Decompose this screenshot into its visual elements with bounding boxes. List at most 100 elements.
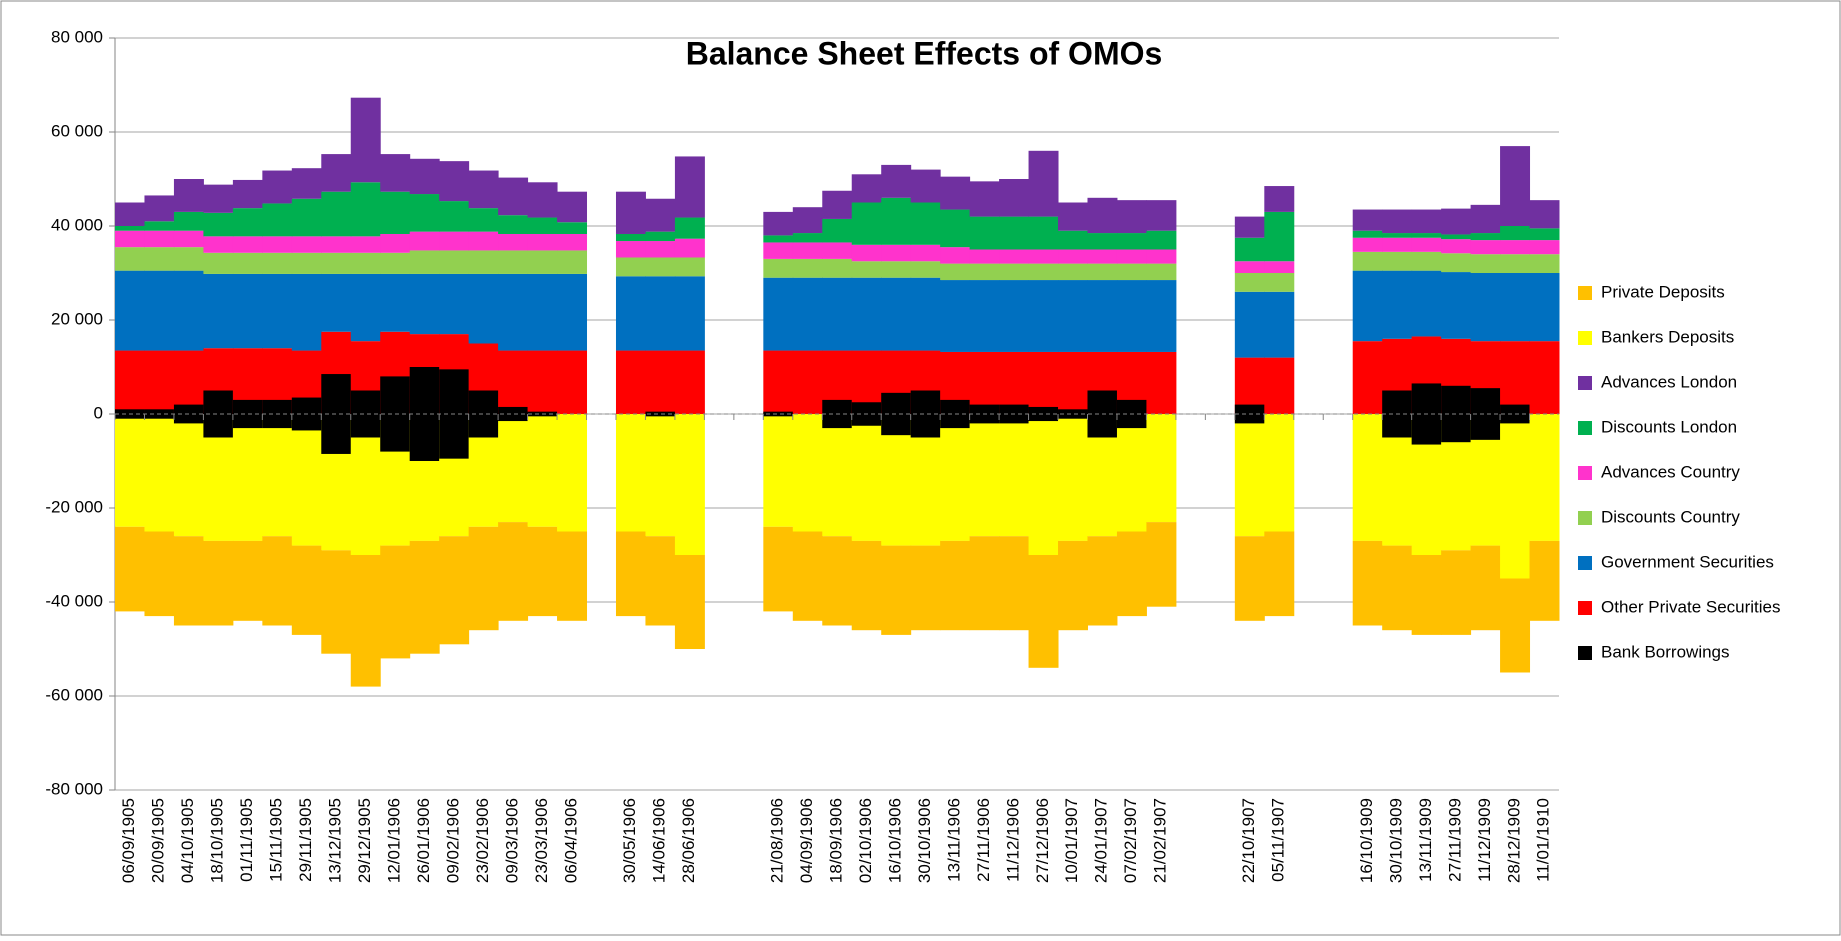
area-segment (1116, 249, 1147, 264)
y-tick-label: 0 (94, 403, 103, 422)
area-segment (173, 350, 204, 414)
x-tick-label: 23/03/1906 (532, 798, 551, 883)
area-segment (291, 414, 322, 546)
area-segment (350, 182, 381, 237)
area-segment (792, 258, 823, 278)
area-segment (409, 194, 440, 232)
area-segment (1146, 263, 1177, 281)
area-segment (1028, 351, 1059, 414)
legend-swatch (1578, 376, 1592, 390)
area-segment (674, 414, 705, 555)
x-tick-label: 06/09/1905 (119, 798, 138, 883)
x-tick-label: 21/08/1906 (768, 798, 787, 883)
area-segment (1500, 226, 1531, 241)
x-tick-label: 16/10/1909 (1357, 798, 1376, 883)
area-segment (822, 414, 853, 537)
area-segment (910, 545, 941, 631)
area-segment (1234, 414, 1265, 537)
area-segment (291, 236, 322, 253)
area-segment (792, 207, 823, 234)
area-segment (763, 242, 794, 259)
area-segment (645, 350, 676, 414)
area-segment (763, 211, 794, 236)
area-segment (1146, 230, 1177, 250)
area-segment (291, 545, 322, 635)
area-segment (1058, 263, 1088, 281)
area-segment (1146, 522, 1177, 607)
x-tick-label: 10/01/1907 (1062, 798, 1081, 883)
overlay-segment (498, 406, 529, 422)
area-segment (321, 252, 352, 274)
area-segment (144, 195, 175, 222)
area-segment (615, 233, 646, 242)
area-segment (1500, 414, 1531, 579)
legend-swatch (1578, 601, 1592, 615)
area-segment (910, 261, 941, 278)
area-segment (1441, 239, 1472, 254)
area-segment (1087, 249, 1118, 264)
area-segment (1500, 341, 1531, 414)
area-segment (910, 169, 941, 203)
area-segment (527, 233, 558, 251)
area-segment (321, 273, 352, 332)
area-segment (1028, 414, 1059, 555)
x-tick-label: 29/11/1905 (296, 798, 315, 882)
legend-swatch (1578, 646, 1592, 660)
area-segment (1264, 531, 1295, 617)
area-segment (763, 350, 794, 414)
area-segment (1116, 200, 1147, 234)
x-tick-label: 09/02/1906 (443, 798, 462, 883)
area-segment (1529, 240, 1560, 255)
area-segment (1352, 209, 1383, 231)
legend-label: Discounts London (1601, 417, 1737, 436)
x-tick-label: 02/10/1906 (856, 798, 875, 883)
area-segment (115, 226, 145, 231)
area-segment (557, 531, 588, 621)
area-segment (881, 197, 912, 245)
area-segment (1352, 251, 1383, 271)
area-segment (1352, 230, 1383, 238)
area-segment (1500, 240, 1531, 255)
area-segment (173, 211, 204, 231)
area-segment (1058, 414, 1088, 541)
area-segment (1087, 536, 1118, 626)
area-segment (881, 244, 912, 262)
area-segment (1529, 341, 1560, 414)
area-segment (527, 273, 558, 351)
area-segment (321, 550, 352, 654)
area-segment (999, 179, 1030, 217)
area-segment (851, 261, 882, 278)
y-tick-label: -40 000 (45, 591, 103, 610)
area-segment (1411, 233, 1442, 238)
area-segment (115, 350, 145, 414)
area-segment (115, 526, 145, 612)
area-segment (615, 241, 646, 258)
area-segment (262, 236, 293, 253)
area-segment (881, 261, 912, 278)
area-segment (1116, 531, 1147, 617)
area-segment (144, 270, 175, 351)
area-segment (291, 198, 322, 237)
area-segment (615, 531, 646, 617)
area-segment (144, 221, 175, 231)
overlay-segment (645, 411, 676, 417)
x-tick-label: 20/09/1905 (149, 798, 168, 883)
area-segment (380, 273, 411, 332)
x-tick-label: 29/12/1905 (355, 798, 374, 883)
area-segment (1058, 540, 1088, 631)
area-segment (645, 536, 676, 626)
area-segment (527, 250, 558, 274)
area-segment (851, 244, 882, 262)
area-segment (203, 273, 234, 349)
area-segment (144, 350, 175, 414)
area-segment (498, 177, 529, 216)
area-segment (350, 273, 381, 342)
area-segment (792, 277, 823, 351)
area-segment (792, 414, 823, 532)
area-segment (1352, 341, 1383, 414)
area-segment (910, 202, 941, 245)
area-segment (881, 414, 912, 546)
area-segment (527, 350, 558, 414)
area-segment (1382, 545, 1413, 631)
legend-swatch (1578, 421, 1592, 435)
